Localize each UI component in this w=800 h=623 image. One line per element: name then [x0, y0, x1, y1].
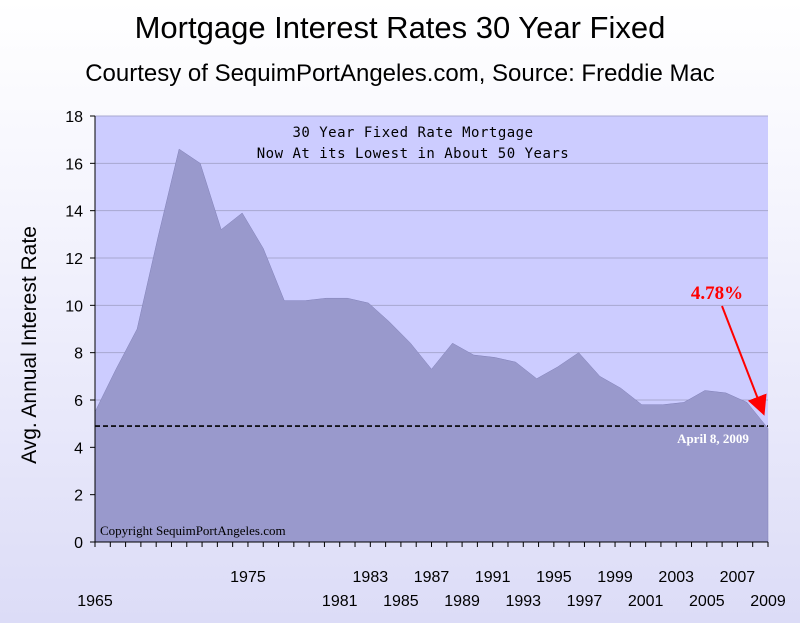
x-tick-label: 2005: [689, 593, 725, 610]
chart-title: Mortgage Interest Rates 30 Year Fixed: [134, 10, 666, 45]
x-tick-label: 1993: [505, 593, 541, 610]
y-tick-label: 2: [74, 488, 83, 505]
date-label: April 8, 2009: [677, 431, 749, 446]
x-tick-label: 1995: [536, 569, 572, 586]
y-tick-label: 8: [74, 346, 83, 363]
x-tick-label: 1981: [322, 593, 358, 610]
y-tick-label: 0: [74, 535, 83, 552]
copyright-text: Copyright SequimPortAngeles.com: [100, 523, 286, 538]
x-tick-label: 1999: [597, 569, 633, 586]
callout-value: 4.78%: [691, 283, 743, 304]
x-tick-label: 2003: [658, 569, 694, 586]
x-tick-label: 1987: [414, 569, 450, 586]
x-tick-label: 1983: [353, 569, 389, 586]
y-tick-label: 4: [74, 440, 83, 457]
x-tick-label: 1997: [567, 593, 603, 610]
x-tick-label: 1989: [444, 593, 480, 610]
x-tick-label: 1991: [475, 569, 511, 586]
callout-arrow: [721, 305, 767, 416]
y-tick-label: 6: [74, 393, 83, 410]
y-tick-label: 10: [65, 298, 83, 315]
annotation-line-2: Now At its Lowest in About 50 Years: [257, 146, 570, 162]
x-tick-label: 1965: [77, 593, 113, 610]
x-axis-ticks: 1975 1983 1987 1991 1995 1999 2003 2007 1965 1981…: [77, 542, 786, 610]
y-tick-label: 16: [65, 156, 83, 173]
y-axis-ticks: 0 2 4 6 8 10 12 14 16 18: [65, 109, 95, 552]
series-area: [94, 148, 769, 543]
x-tick-label: 1975: [230, 569, 266, 586]
annotation-line-1: 30 Year Fixed Rate Mortgage: [292, 125, 533, 141]
y-tick-label: 14: [65, 204, 83, 221]
y-tick-label: 18: [65, 109, 83, 126]
x-tick-label: 1985: [383, 593, 419, 610]
x-tick-label: 2009: [750, 593, 786, 610]
chart-subtitle: Courtesy of SequimPortAngeles.com, Sourc…: [85, 60, 715, 87]
x-tick-label: 2007: [720, 569, 756, 586]
y-tick-label: 12: [65, 251, 83, 268]
x-tick-label: 2001: [628, 593, 664, 610]
